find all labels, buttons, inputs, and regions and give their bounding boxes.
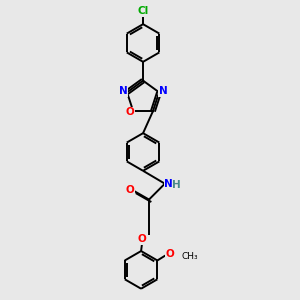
Text: N: N: [159, 86, 167, 96]
Text: N: N: [164, 179, 173, 189]
Text: CH₃: CH₃: [181, 252, 198, 261]
Text: H: H: [172, 180, 181, 190]
Text: O: O: [138, 234, 146, 244]
Text: N: N: [119, 86, 128, 96]
Text: Cl: Cl: [137, 6, 149, 16]
Text: O: O: [126, 184, 135, 195]
Text: O: O: [166, 248, 175, 259]
Text: O: O: [126, 107, 135, 117]
